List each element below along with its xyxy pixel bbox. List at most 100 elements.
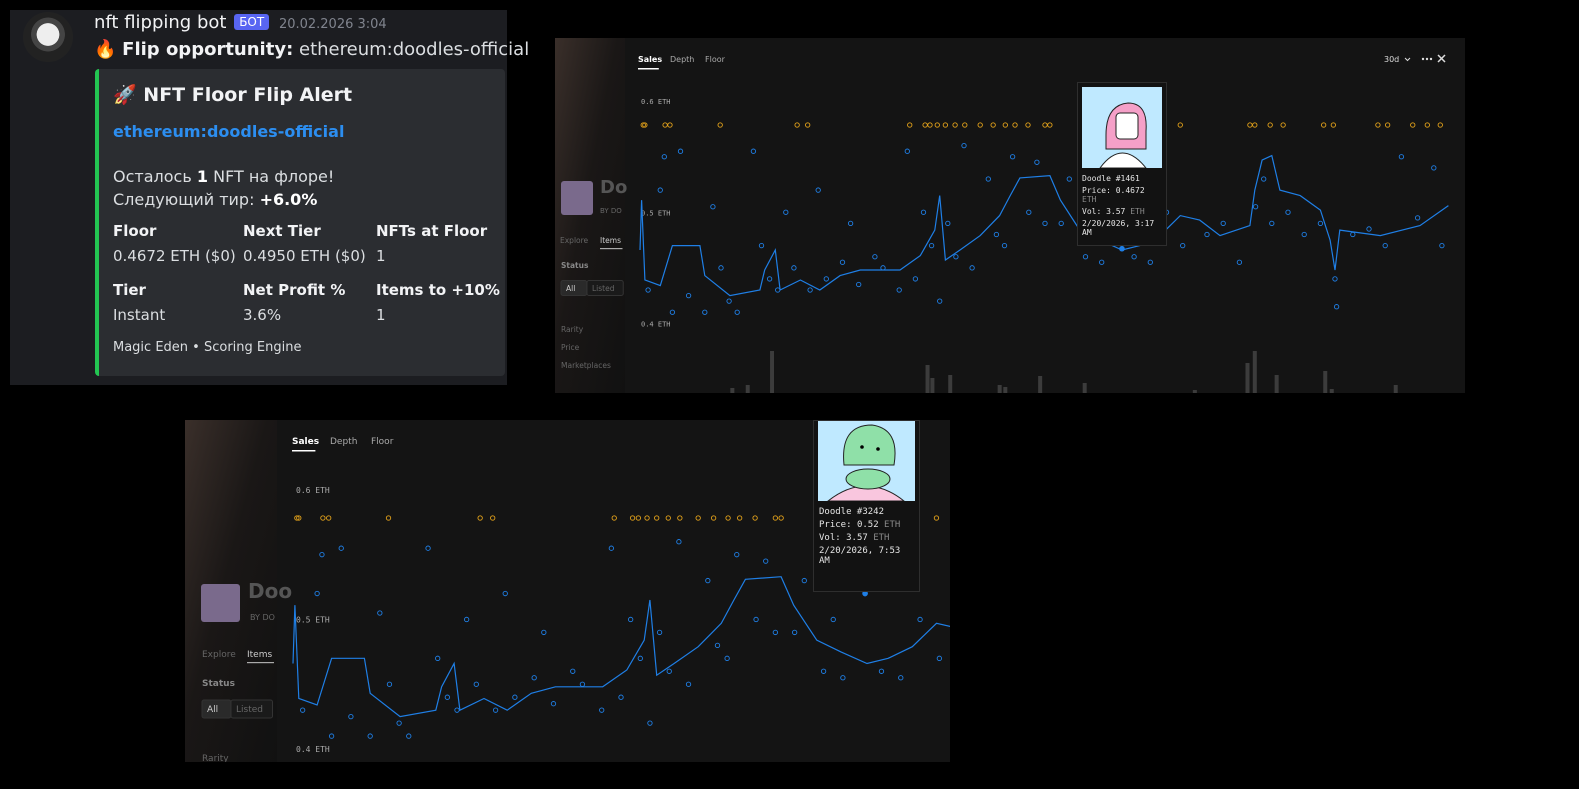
sale-point <box>1178 656 1182 660</box>
listing <box>490 515 496 521</box>
sale-point <box>348 713 354 720</box>
sale-point <box>1301 231 1307 238</box>
sale-point <box>1332 276 1338 282</box>
nav-underline <box>247 662 274 664</box>
status-label: Status <box>561 261 589 270</box>
sale-point <box>766 276 773 282</box>
sale-point <box>1252 204 1259 210</box>
tooltip-date: 2/20/2026, 7:53 AM <box>819 546 901 566</box>
sale-point <box>541 629 547 636</box>
sale-point <box>618 694 624 700</box>
sale-point <box>1120 727 1124 731</box>
listing <box>1041 516 1045 520</box>
sale-point <box>985 176 991 182</box>
emoji: 🔥 <box>94 39 117 60</box>
tooltip: Doodle #1461 Price: 0.4672 ETH Vol: 3.57… <box>1077 82 1167 246</box>
sale-point <box>1246 656 1250 660</box>
timestamp: 20.02.2026 3:04 <box>278 17 387 32</box>
panel: Sales Depth Floor Doo BY DO Explore Items Statu… <box>201 437 1250 764</box>
embed-link[interactable]: ethereum:doodles-official <box>113 122 345 141</box>
sale-point <box>502 590 508 597</box>
y-tick-label: 0.4 ETH <box>296 745 330 754</box>
sale-point <box>550 701 557 707</box>
text: Следующий тир: <box>113 190 255 209</box>
close-icon[interactable] <box>1437 54 1446 63</box>
tab[interactable]: Floor <box>371 437 394 447</box>
avatar[interactable] <box>23 12 73 62</box>
volume-bar <box>1323 371 1328 393</box>
sale-point <box>1269 220 1275 227</box>
sale-point <box>710 204 716 210</box>
sale-point <box>807 287 813 293</box>
listing <box>1047 122 1053 128</box>
listing <box>640 122 646 128</box>
filter[interactable]: All <box>566 284 575 293</box>
sale-point <box>314 590 320 597</box>
sale-point <box>1005 676 1009 680</box>
author-line: nft flipping bot БОТ 20.02.2026 3:04 <box>94 12 387 33</box>
sale-point <box>823 276 829 282</box>
tab[interactable]: Depth <box>330 437 357 447</box>
sale-point <box>815 187 821 193</box>
field-value: 3.6% <box>243 306 282 324</box>
sale-point <box>463 616 470 623</box>
sale-point <box>685 681 692 687</box>
author[interactable]: nft flipping bot <box>94 12 227 33</box>
range-select[interactable]: 30d <box>1384 55 1399 64</box>
nav-tab[interactable]: Explore <box>560 236 589 245</box>
listing <box>805 122 811 128</box>
label: Vol: <box>819 533 841 543</box>
listing <box>990 122 996 128</box>
sale-point <box>1009 154 1016 160</box>
sale-point <box>637 655 643 661</box>
sale-point <box>1350 231 1356 238</box>
nav-tab[interactable]: Items <box>247 650 272 660</box>
volume-bar <box>997 385 1002 393</box>
tab[interactable]: Depth <box>670 55 694 64</box>
nav-tab[interactable]: Explore <box>202 650 236 660</box>
collection-name: Doo <box>248 579 292 603</box>
tab[interactable]: Sales <box>292 437 319 447</box>
sale-point <box>791 265 797 271</box>
tab[interactable]: Floor <box>705 55 726 64</box>
value: 3.57 <box>846 533 868 543</box>
field-value: 1 <box>376 247 386 265</box>
filter-section: Rarity <box>202 754 229 764</box>
volume-bar <box>730 388 735 393</box>
listing <box>962 122 968 128</box>
text: Осталось <box>113 167 192 186</box>
listing <box>1025 122 1031 128</box>
listing <box>977 122 983 128</box>
unit: ETH <box>884 520 901 530</box>
sale-point <box>1366 226 1372 232</box>
listing <box>1228 516 1232 520</box>
volume-bar <box>1245 363 1250 393</box>
volume-bar <box>745 385 750 393</box>
filter[interactable]: All <box>207 705 218 715</box>
sale-point <box>791 629 798 636</box>
nav-tab[interactable]: Items <box>600 236 621 245</box>
count: 1 <box>196 167 208 186</box>
filter-box <box>586 280 624 296</box>
field-value: 1 <box>376 306 386 324</box>
listing <box>294 515 300 521</box>
filter[interactable]: Listed <box>236 705 263 715</box>
hovered-point <box>1119 245 1125 252</box>
range-chevron[interactable] <box>1404 57 1411 62</box>
listing <box>1177 122 1183 128</box>
tooltip-vol: Vol: 3.57 ETH <box>1082 207 1162 216</box>
sale-point <box>512 694 518 700</box>
sale-point <box>1026 209 1032 215</box>
filter[interactable]: Listed <box>592 284 615 293</box>
collection-thumb <box>561 181 593 215</box>
listing <box>1170 516 1174 520</box>
sale-point <box>1382 242 1388 249</box>
sale-point <box>1082 254 1089 260</box>
listing <box>642 122 648 128</box>
sale-point <box>726 298 732 304</box>
tab[interactable]: Sales <box>638 55 662 64</box>
menu-icon[interactable] <box>1421 57 1433 61</box>
sale-point <box>953 254 959 260</box>
sale-point <box>917 616 923 623</box>
sale-point <box>676 539 682 545</box>
